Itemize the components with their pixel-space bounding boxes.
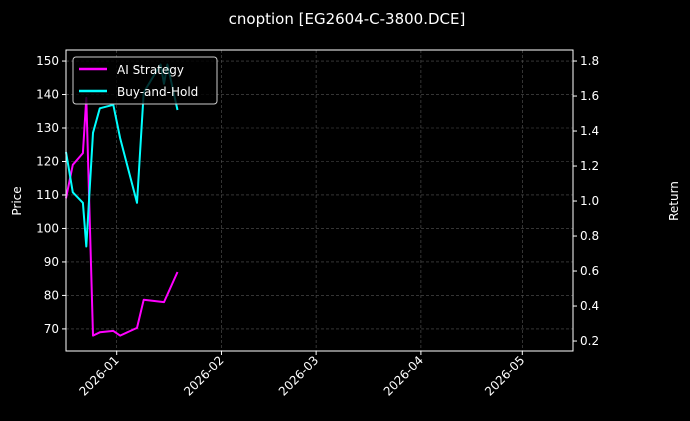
x-tick-label: 2026-02 [181, 353, 226, 398]
y-right-tick-label: 1.6 [580, 89, 599, 103]
y-right-tick-label: 0.2 [580, 334, 599, 348]
y-axis-left: 70 80 90 100 110 120 130 140 150 [36, 54, 66, 336]
y-right-tick-label: 0.8 [580, 229, 599, 243]
x-tick-label: 2026-04 [381, 353, 426, 398]
y-right-tick-label: 1.4 [580, 124, 599, 138]
y-axis-right-label: Return [667, 181, 681, 221]
legend: AI Strategy Buy-and-Hold [72, 56, 218, 105]
y-right-tick-label: 1.0 [580, 194, 599, 208]
y-right-tick-label: 1.2 [580, 159, 599, 173]
y-tick-label: 150 [36, 54, 59, 68]
y-tick-label: 90 [44, 255, 59, 269]
plot-frame [65, 49, 574, 352]
y-tick-label: 140 [36, 88, 59, 102]
y-tick-label: 70 [44, 322, 59, 336]
legend-box [72, 56, 218, 105]
y-tick-label: 120 [36, 154, 59, 168]
y-axis-label: Price [10, 186, 24, 215]
legend-label-buy-and-hold: Buy-and-Hold [117, 85, 198, 99]
series-group [65, 63, 179, 337]
x-tick-label: 2026-01 [76, 353, 121, 398]
y-tick-label: 130 [36, 121, 59, 135]
chart-title: cnoption [EG2604-C-3800.DCE] [229, 10, 466, 28]
y-right-tick-label: 1.8 [580, 54, 599, 68]
x-tick-label: 2026-03 [276, 353, 321, 398]
x-tick-label: 2026-05 [482, 353, 527, 398]
y-right-tick-label: 0.6 [580, 264, 599, 278]
y-right-tick-label: 0.4 [580, 299, 599, 313]
legend-label-ai-strategy: AI Strategy [117, 63, 184, 77]
y-tick-label: 100 [36, 221, 59, 235]
y-tick-label: 80 [44, 288, 59, 302]
y-axis-right: 0.2 0.4 0.6 0.8 1.0 1.2 1.4 1.6 1.8 [573, 54, 599, 348]
grid [66, 50, 573, 351]
series-line-ai-strategy [65, 96, 179, 337]
y-tick-label: 110 [36, 188, 59, 202]
x-axis: 2026-01 2026-02 2026-03 2026-04 2026-05 [76, 351, 527, 399]
